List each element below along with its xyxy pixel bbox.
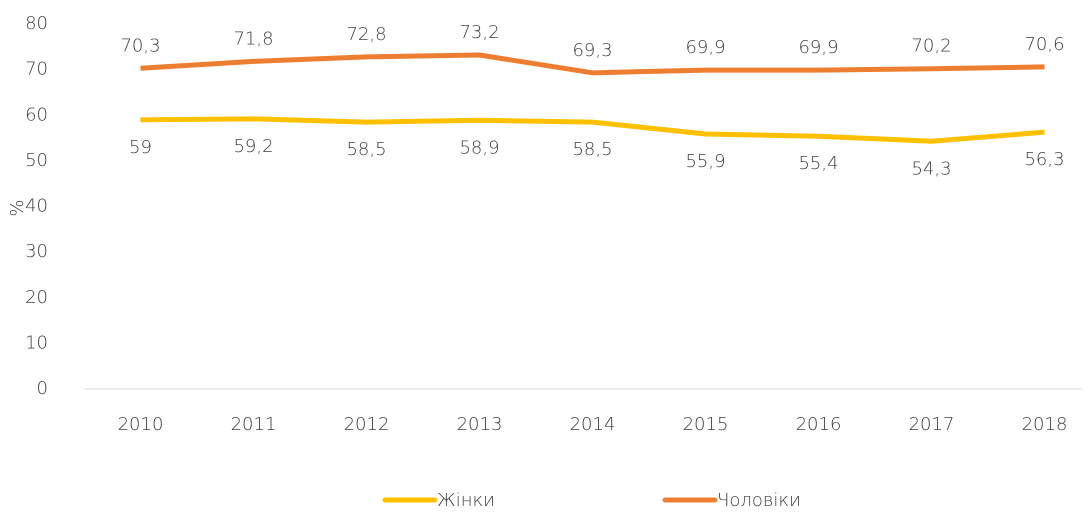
data-label: 69,9 — [798, 37, 838, 58]
x-tick-label: 2018 — [1022, 414, 1068, 435]
y-tick-label: 20 — [25, 287, 48, 308]
x-tick-label: 2013 — [457, 414, 503, 435]
data-label: 56,3 — [1024, 149, 1064, 170]
data-label: 55,4 — [798, 153, 838, 174]
data-label: 69,3 — [572, 40, 612, 61]
data-label: 73,2 — [459, 22, 499, 43]
y-tick-label: 70 — [25, 59, 48, 80]
x-tick-label: 2012 — [344, 414, 390, 435]
y-tick-label: 40 — [25, 196, 48, 217]
legend-label: Жінки — [437, 490, 495, 511]
y-tick-label: 50 — [25, 150, 48, 171]
x-tick-label: 2016 — [796, 414, 842, 435]
y-axis-label: % — [7, 199, 28, 216]
y-tick-label: 0 — [37, 378, 48, 399]
data-label: 58,5 — [346, 139, 386, 160]
legend-label: Чоловіки — [717, 490, 801, 511]
line — [140, 116, 1045, 144]
x-tick-label: 2011 — [231, 414, 277, 435]
data-label: 70,6 — [1024, 34, 1064, 55]
data-label: 69,9 — [685, 37, 725, 58]
x-tick-label: 2014 — [570, 414, 616, 435]
x-tick-label: 2015 — [683, 414, 729, 435]
data-label: 58,5 — [572, 139, 612, 160]
data-label: 70,2 — [911, 36, 951, 57]
y-tick-label: 60 — [25, 104, 48, 125]
data-label: 59 — [129, 137, 152, 158]
line — [140, 52, 1045, 76]
y-tick-label: 10 — [25, 332, 48, 353]
x-tick-label: 2017 — [909, 414, 955, 435]
data-label: 58,9 — [459, 137, 499, 158]
data-label: 70,3 — [120, 35, 160, 56]
y-tick-label: 80 — [25, 13, 48, 34]
y-tick-label: 30 — [25, 241, 48, 262]
x-tick-label: 2010 — [118, 414, 164, 435]
data-label: 71,8 — [233, 28, 273, 49]
data-label: 72,8 — [346, 24, 386, 45]
data-label: 55,9 — [685, 151, 725, 172]
data-label: 59,2 — [233, 136, 273, 157]
data-label: 54,3 — [911, 158, 951, 179]
